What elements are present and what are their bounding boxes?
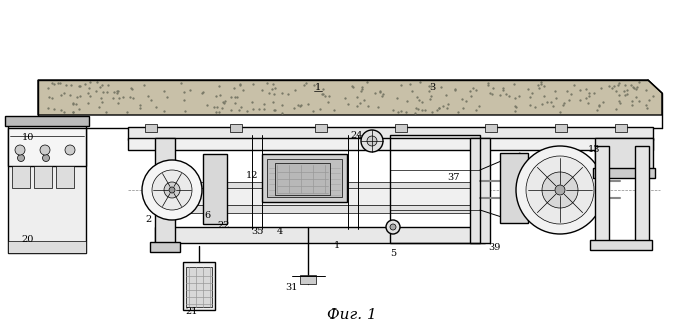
Bar [500,153,528,223]
Bar [470,138,490,243]
Bar [595,138,653,170]
Bar [8,128,86,166]
Circle shape [152,170,192,210]
Bar [172,205,477,213]
Bar [593,168,655,178]
Bar [155,227,485,243]
Circle shape [40,145,50,155]
Text: 22: 22 [218,221,230,231]
Bar [172,186,477,206]
Text: 6: 6 [204,212,210,220]
Text: 24: 24 [351,132,363,140]
Text: 1: 1 [334,240,340,250]
Bar [56,166,74,188]
Circle shape [542,172,578,208]
Bar [203,154,227,224]
Text: 5: 5 [390,250,396,258]
Bar [150,242,180,252]
Circle shape [65,145,75,155]
Circle shape [361,130,383,152]
Bar [186,267,212,307]
Bar [485,124,497,132]
Circle shape [169,187,175,193]
Circle shape [516,146,604,234]
Bar [145,124,157,132]
Circle shape [390,224,396,230]
Bar [395,124,407,132]
Bar [5,116,89,126]
Text: 13: 13 [588,146,601,154]
Text: 39: 39 [488,242,500,252]
Bar [275,163,330,195]
Text: 20: 20 [22,236,34,244]
Bar [230,124,242,132]
Bar [300,275,316,284]
Circle shape [15,145,25,155]
Bar [128,127,653,140]
Bar [128,138,653,150]
Bar [590,240,652,250]
Bar [315,124,327,132]
Text: 3: 3 [429,84,435,92]
Text: 21: 21 [186,308,198,317]
Bar [172,182,477,188]
Circle shape [18,154,24,161]
Text: 12: 12 [246,172,258,180]
Bar [8,123,86,253]
Polygon shape [38,80,662,115]
Bar [595,146,609,246]
Bar [635,146,649,246]
Circle shape [43,154,50,161]
Circle shape [164,182,180,198]
Circle shape [367,136,377,146]
Text: Фиг. 1: Фиг. 1 [327,308,377,322]
Text: 2: 2 [145,215,151,224]
Circle shape [555,185,565,195]
Text: 4: 4 [277,228,283,236]
Bar [155,138,175,246]
Circle shape [142,160,202,220]
Text: 37: 37 [448,174,461,182]
Text: 35: 35 [251,228,263,236]
Bar [267,159,342,197]
Text: 10: 10 [22,133,34,142]
Bar [262,154,347,202]
Bar [555,124,567,132]
Bar [8,241,86,253]
Bar [12,166,30,188]
Text: 1: 1 [315,84,321,92]
Bar [183,262,215,310]
Circle shape [386,220,400,234]
Bar [615,124,627,132]
Bar [34,166,52,188]
Bar [390,135,480,243]
Text: 31: 31 [285,282,298,292]
Circle shape [526,156,594,224]
